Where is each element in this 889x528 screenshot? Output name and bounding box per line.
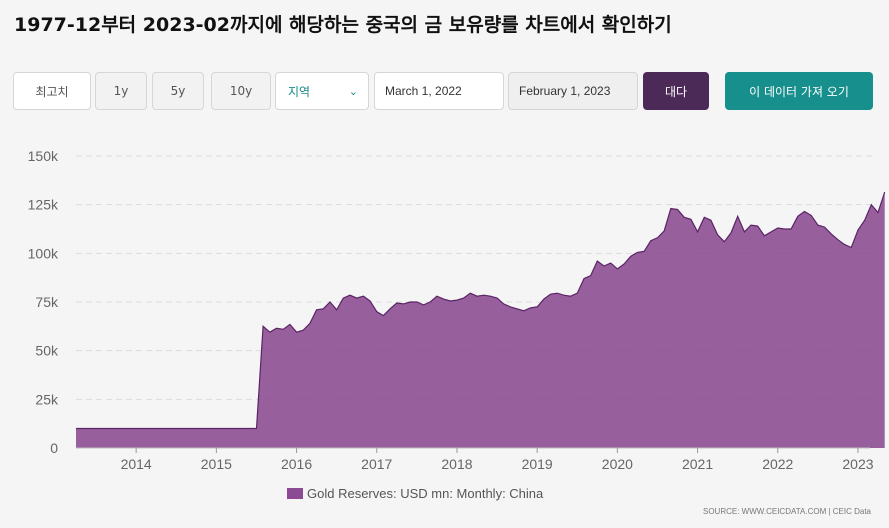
x-tick-label: 2022 xyxy=(762,456,793,472)
gold-reserves-chart: 0 25k 50k 75k 100k 125k 150k 2014 2015 2016 2017 20… xyxy=(28,148,886,501)
y-tick-label: 100k xyxy=(28,245,59,261)
y-tick-label: 50k xyxy=(35,343,59,359)
range-10y-button[interactable]: 10y xyxy=(211,72,271,110)
legend-swatch xyxy=(287,488,303,499)
y-tick-label: 125k xyxy=(28,197,59,213)
apply-button[interactable]: 대다 xyxy=(643,72,709,110)
date-from-input[interactable] xyxy=(374,72,504,110)
x-tick-label: 2019 xyxy=(522,456,553,472)
y-tick-label: 0 xyxy=(50,440,58,456)
region-select-label: 지역 xyxy=(288,84,311,99)
x-tick-label: 2023 xyxy=(842,456,873,472)
y-tick-label: 150k xyxy=(28,148,59,164)
region-select[interactable]: 지역 ⌄ xyxy=(275,72,369,110)
date-to-input[interactable] xyxy=(508,72,638,110)
x-tick-label: 2017 xyxy=(361,456,392,472)
source-note: SOURCE: WWW.CEICDATA.COM | CEIC Data xyxy=(702,507,871,516)
series-area xyxy=(76,192,885,448)
range-max-button[interactable]: 최고치 xyxy=(13,72,91,110)
page-title: 1977-12부터 2023-02까지에 해당하는 중국의 금 보유량를 차트에… xyxy=(14,14,672,36)
range-5y-button[interactable]: 5y xyxy=(152,72,204,110)
x-tick-label: 2014 xyxy=(121,456,152,472)
legend-label: Gold Reserves: USD mn: Monthly: China xyxy=(307,486,544,501)
x-tick-label: 2016 xyxy=(281,456,312,472)
x-tick-label: 2020 xyxy=(602,456,633,472)
range-1y-button[interactable]: 1y xyxy=(95,72,147,110)
export-data-button[interactable]: 이 데이터 가져 오기 xyxy=(725,72,873,110)
x-tick-label: 2021 xyxy=(682,456,713,472)
x-tick-label: 2015 xyxy=(201,456,232,472)
x-tick-label: 2018 xyxy=(441,456,472,472)
y-tick-label: 75k xyxy=(35,294,59,310)
chevron-down-icon: ⌄ xyxy=(348,84,358,98)
y-tick-label: 25k xyxy=(35,391,59,407)
series-line xyxy=(76,191,886,430)
